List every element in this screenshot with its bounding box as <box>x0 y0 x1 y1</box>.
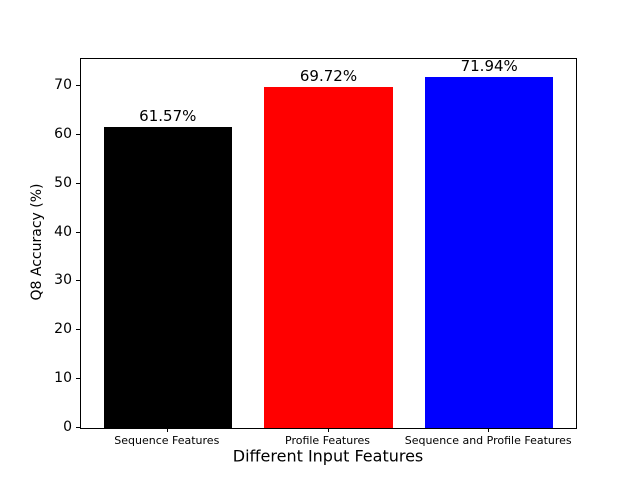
bar-value-label: 61.57% <box>139 107 197 126</box>
y-tick-label: 40 <box>54 223 72 240</box>
y-tick-mark <box>76 427 80 428</box>
y-tick-mark <box>76 133 80 135</box>
y-tick-label: 60 <box>54 125 72 142</box>
y-tick-label: 20 <box>54 321 72 338</box>
y-tick-label: 10 <box>54 370 72 387</box>
y-tick-mark <box>76 231 80 233</box>
x-tick-label: Sequence Features <box>114 434 220 447</box>
y-tick-label: 50 <box>54 174 72 191</box>
plot-area: 61.57% 69.72% 71.94% <box>80 56 577 429</box>
y-tick-label: 30 <box>54 272 72 289</box>
bar-sequence-and-profile-features <box>424 76 554 428</box>
y-tick-mark <box>76 85 80 87</box>
x-tick-label: Sequence and Profile Features <box>404 434 572 447</box>
bar-sequence-features <box>103 127 233 428</box>
y-tick-label: 0 <box>63 419 72 435</box>
y-axis-label: Q8 Accuracy (%) <box>29 183 45 301</box>
x-axis-label: Different Input Features <box>232 446 424 466</box>
x-tick-mark <box>327 428 329 432</box>
bar-value-label: 69.72% <box>299 67 358 86</box>
y-tick-mark <box>76 378 80 380</box>
bar-value-label: 71.94% <box>460 56 518 75</box>
bar-profile-features <box>264 87 393 428</box>
y-tick-label: 70 <box>54 77 72 94</box>
x-tick-mark <box>166 428 168 432</box>
y-tick-mark <box>76 329 80 331</box>
x-tick-label: Profile Features <box>285 434 370 447</box>
y-tick-mark <box>76 182 80 184</box>
y-tick-mark <box>76 280 80 282</box>
x-tick-mark <box>488 428 490 432</box>
